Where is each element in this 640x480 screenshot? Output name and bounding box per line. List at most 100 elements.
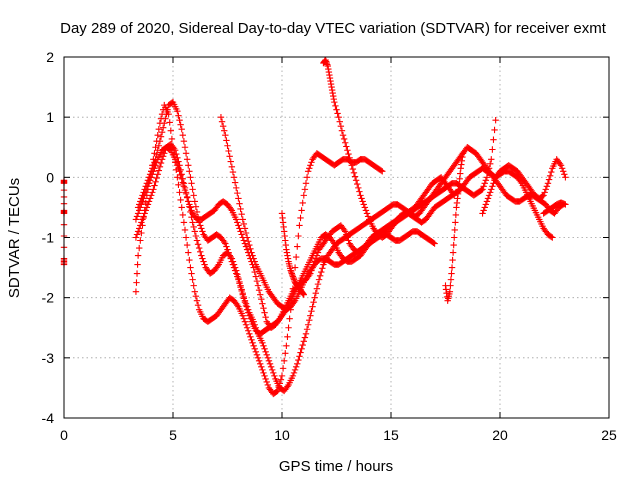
data-point (234, 301, 241, 309)
data-point (479, 186, 486, 193)
data-point (150, 162, 157, 169)
data-point (190, 282, 197, 289)
data-point (136, 225, 143, 232)
data-point (238, 286, 245, 293)
data-point (176, 189, 183, 196)
data-point (255, 286, 263, 294)
data-point (155, 167, 163, 174)
data-point (297, 214, 304, 222)
data-point (174, 107, 181, 115)
data-point (490, 180, 497, 187)
data-point (180, 219, 188, 226)
x-axis-label: GPS time / hours (279, 458, 393, 475)
data-point (214, 262, 221, 270)
data-point (548, 233, 555, 240)
data-point (242, 229, 250, 237)
data-point (190, 223, 197, 231)
data-point (271, 372, 278, 380)
data-point (346, 154, 353, 161)
data-point (253, 351, 261, 359)
data-point (333, 106, 340, 113)
data-point (311, 294, 318, 301)
data-point (235, 195, 242, 202)
data-point (134, 210, 142, 217)
y-tick-label: -4 (42, 410, 55, 426)
data-point (482, 201, 490, 208)
data-point (194, 241, 202, 248)
data-point (304, 321, 312, 328)
data-point (482, 177, 490, 184)
data-point (546, 172, 554, 180)
data-point (252, 348, 260, 356)
data-point (142, 207, 149, 214)
data-point (150, 186, 157, 193)
data-point (133, 279, 140, 286)
data-point (355, 184, 362, 192)
data-point (261, 372, 268, 380)
data-point (222, 132, 229, 139)
data-point (300, 338, 307, 345)
data-point (229, 168, 237, 176)
data-point (153, 174, 160, 182)
data-point (185, 198, 192, 205)
data-point (195, 219, 203, 226)
data-point (351, 173, 359, 180)
data-point (562, 201, 569, 208)
data-point (358, 195, 365, 202)
data-point (304, 168, 312, 175)
data-point (134, 261, 141, 268)
data-point (342, 139, 349, 146)
data-point (223, 137, 230, 144)
data-point (259, 366, 266, 374)
data-point (307, 312, 314, 319)
data-point (237, 228, 244, 235)
data-point (282, 350, 289, 357)
data-point (132, 216, 140, 223)
data-point (186, 168, 193, 175)
data-point (170, 145, 178, 152)
data-point (133, 213, 141, 220)
data-point (186, 203, 193, 210)
data-point (306, 317, 313, 324)
data-point (296, 222, 303, 229)
data-point (484, 195, 492, 202)
data-point (175, 112, 182, 119)
data-point (219, 122, 227, 130)
data-point (159, 153, 167, 160)
data-point (262, 314, 269, 321)
data-point (290, 298, 298, 306)
data-point (182, 234, 190, 241)
data-point (318, 268, 325, 276)
data-point (299, 341, 306, 349)
data-point (173, 150, 180, 158)
data-point (156, 163, 164, 171)
data-point (556, 160, 564, 167)
data-point (545, 176, 553, 183)
data-point (558, 165, 566, 172)
data-point (197, 222, 204, 229)
data-point (136, 201, 143, 208)
x-tick-label: 5 (169, 427, 177, 443)
data-point (180, 138, 188, 145)
data-point (177, 166, 184, 174)
data-point (225, 147, 232, 155)
data-point (218, 118, 226, 125)
data-point (248, 336, 255, 343)
data-point (158, 129, 166, 136)
data-point (132, 234, 140, 241)
data-point (183, 241, 191, 249)
data-point (236, 200, 243, 207)
data-point (144, 177, 152, 184)
data-point (294, 243, 301, 250)
data-point (270, 369, 277, 377)
data-point (312, 289, 319, 297)
data-point (480, 183, 487, 190)
data-point (544, 180, 552, 187)
data-point (182, 189, 190, 196)
data-point (240, 237, 248, 244)
data-point (363, 210, 371, 217)
data-point (238, 210, 245, 218)
data-point (562, 174, 569, 181)
data-point (280, 357, 288, 365)
data-point (241, 318, 249, 325)
